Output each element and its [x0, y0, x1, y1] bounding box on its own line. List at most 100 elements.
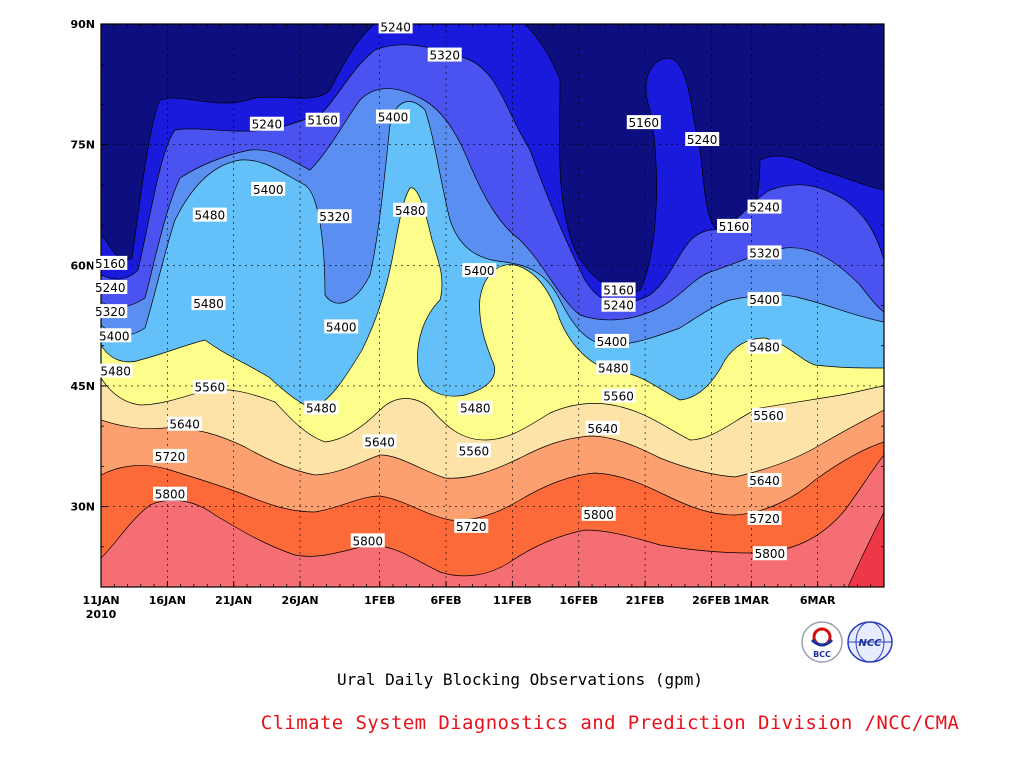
contour-label-bg: [153, 486, 188, 501]
contour-label: 5480: [393, 202, 428, 218]
contour-label-text: 5800: [352, 534, 383, 548]
contour-label-text: 5240: [95, 281, 126, 295]
contour-label-bg: [458, 400, 493, 415]
contour-label-text: 5560: [753, 409, 784, 423]
contour-label-bg: [192, 379, 227, 394]
y-tick-label: 30N: [70, 501, 95, 514]
contour-label-bg: [317, 209, 352, 224]
contour-label-bg: [93, 255, 128, 270]
y-tick-label: 75N: [70, 139, 95, 152]
contour-label: 5400: [97, 328, 132, 343]
contour-label-text: 5480: [193, 297, 224, 311]
contour-label: 5400: [747, 292, 782, 307]
contour-label-bg: [601, 297, 636, 312]
chart-title: Ural Daily Blocking Observations (gpm): [336, 670, 704, 689]
contour-label-bg: [93, 304, 128, 319]
contour-label-bg: [751, 407, 786, 422]
contour-label-bg: [393, 202, 428, 217]
contour-label-text: 5560: [459, 444, 490, 458]
contour-fills: [101, 24, 884, 587]
y-tick-label: 90N: [70, 18, 95, 31]
x-tick-label: 2010: [86, 608, 117, 621]
y-tick-label: 60N: [70, 259, 95, 272]
contour-label-text: 5160: [629, 116, 660, 130]
contour-label: 5240: [93, 280, 128, 295]
contour-label-bg: [752, 546, 787, 561]
contour-label-bg: [747, 292, 782, 307]
contour-label-bg: [717, 218, 752, 233]
contour-label-bg: [249, 116, 284, 131]
contour-label-text: 5240: [749, 201, 780, 215]
contour-label-bg: [427, 47, 462, 62]
contour-label: 5560: [456, 443, 491, 458]
contour-label-text: 5480: [195, 209, 226, 223]
contour-label: 5720: [747, 510, 782, 526]
contour-label-bg: [594, 333, 629, 348]
contour-label-text: 5720: [155, 450, 186, 464]
contour-label: 5640: [747, 473, 782, 488]
contour-label-text: 5480: [395, 204, 426, 218]
contour-label-bg: [747, 510, 782, 525]
contour-label-bg: [601, 388, 636, 403]
contour-label: 5800: [752, 546, 787, 561]
contour-label-text: 5480: [306, 402, 337, 416]
contour-label-text: 5400: [464, 264, 495, 278]
contour-label-text: 5480: [460, 402, 491, 416]
contour-label: 5160: [626, 115, 661, 130]
contour-label-bg: [462, 263, 497, 278]
contour-label-bg: [251, 181, 286, 196]
contour-label-bg: [153, 448, 188, 463]
contour-label: 5320: [427, 47, 462, 63]
contour-label: 5560: [601, 388, 636, 404]
contour-label-bg: [747, 245, 782, 260]
contour-label: 5640: [585, 420, 620, 436]
contour-label-bg: [362, 434, 397, 449]
contour-label-text: 5720: [456, 520, 487, 534]
ncc-logo-text: NCC: [858, 638, 882, 649]
contour-label: 5800: [350, 533, 385, 548]
contour-label-bg: [192, 207, 227, 222]
contour-label: 5240: [747, 199, 782, 215]
contour-label-bg: [685, 132, 720, 147]
contour-label-bg: [305, 112, 340, 127]
contour-label-text: 5320: [95, 305, 126, 319]
contour-label: 5400: [594, 333, 629, 349]
contour-label-text: 5400: [326, 320, 357, 334]
contour-label: 5720: [153, 448, 188, 464]
contour-label-text: 5480: [749, 341, 780, 355]
contour-label: 5480: [304, 400, 339, 416]
contour-label-text: 5400: [749, 293, 780, 307]
contour-label-text: 5320: [319, 210, 350, 224]
contour-label-bg: [191, 296, 226, 311]
contour-label-text: 5720: [749, 512, 780, 526]
contour-label-text: 5640: [749, 474, 780, 488]
contour-label: 5480: [458, 400, 493, 416]
x-tick-label: 16FEB: [559, 594, 598, 607]
contour-label-bg: [97, 328, 132, 343]
contour-label-text: 5320: [749, 246, 780, 260]
contour-label-bg: [375, 109, 410, 124]
contour-label-text: 5560: [195, 381, 226, 395]
contour-label-bg: [350, 533, 385, 548]
contour-label: 5240: [601, 297, 636, 313]
contour-label-bg: [454, 518, 489, 533]
contour-label-text: 5560: [603, 390, 634, 404]
contour-label: 5800: [581, 506, 616, 522]
contour-label-text: 5480: [598, 361, 629, 375]
contour-label-text: 5400: [597, 335, 628, 349]
contour-label: 5400: [375, 109, 410, 124]
contour-label: 5480: [747, 339, 782, 355]
contour-label: 5480: [596, 360, 631, 375]
contour-label: 5160: [305, 112, 340, 128]
contour-label-bg: [747, 473, 782, 488]
ncc-logo: NCC: [847, 621, 893, 663]
contour-label-text: 5240: [603, 299, 634, 313]
x-tick-label: 6FEB: [431, 594, 462, 607]
contour-label-bg: [585, 420, 620, 435]
contour-label-bg: [324, 319, 359, 334]
contour-label-bg: [601, 282, 636, 297]
contour-label: 5240: [378, 19, 413, 34]
contour-label: 5320: [93, 304, 128, 319]
